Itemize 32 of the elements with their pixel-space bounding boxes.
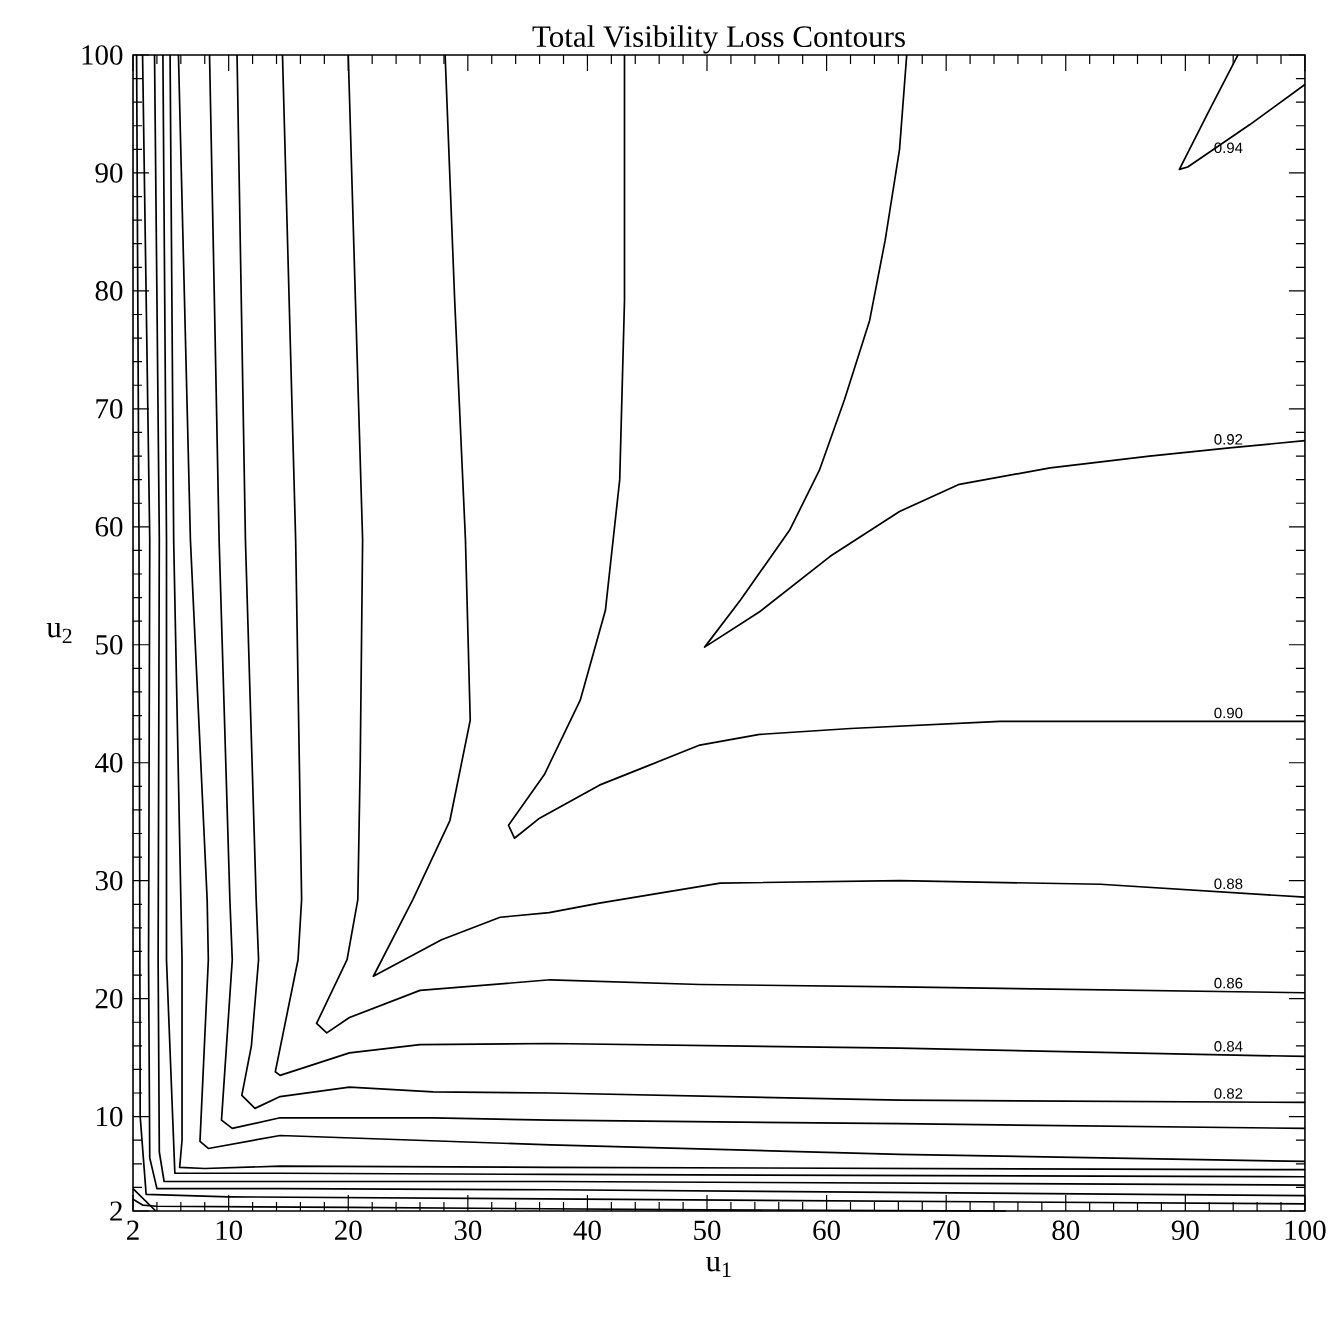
x-tick-label: 100: [1285, 1220, 1326, 1241]
series-label: 0.84: [1214, 1041, 1243, 1052]
x-tick-label: 80: [1052, 1220, 1080, 1241]
y-tick-label: 70: [96, 399, 123, 419]
y-tick-label: 80: [95, 281, 123, 301]
y-tick-label: 2: [110, 1201, 122, 1221]
x-tick-label: 70: [933, 1220, 960, 1241]
x-tick-label: 50: [694, 1220, 721, 1241]
series-label: 0.92: [1214, 434, 1243, 445]
chart-title: Total Visibility Loss Contours: [532, 25, 905, 54]
y-tick-label: 100: [82, 45, 123, 65]
series-label: 0.86: [1214, 977, 1243, 989]
y-tick-label: 30: [95, 870, 123, 891]
y-tick-label: 50: [96, 635, 123, 655]
series-label: 0.88: [1214, 878, 1243, 890]
y-tick-label: 60: [95, 517, 123, 537]
x-tick-label: 20: [335, 1220, 362, 1241]
series-label: 0.90: [1214, 707, 1243, 719]
x-tick-label: 30: [454, 1220, 482, 1241]
x-tick-label: 40: [573, 1220, 601, 1241]
x-tick-label: 10: [216, 1220, 243, 1241]
y-tick-label: 90: [95, 163, 123, 183]
y-tick-label: 20: [95, 988, 123, 1009]
x-axis-title: u$_{1}$: [705, 1256, 731, 1277]
x-tick-label: 60: [813, 1220, 840, 1241]
y-tick-label: 40: [95, 752, 123, 773]
x-tick-label: 90: [1171, 1220, 1199, 1241]
series-label: 0.94: [1214, 142, 1243, 154]
y-axis-title: u$_{2}$: [46, 622, 72, 644]
x-tick-label: 2: [127, 1220, 139, 1240]
y-tick-label: 10: [97, 1106, 123, 1127]
series-label: 0.82: [1214, 1088, 1243, 1099]
